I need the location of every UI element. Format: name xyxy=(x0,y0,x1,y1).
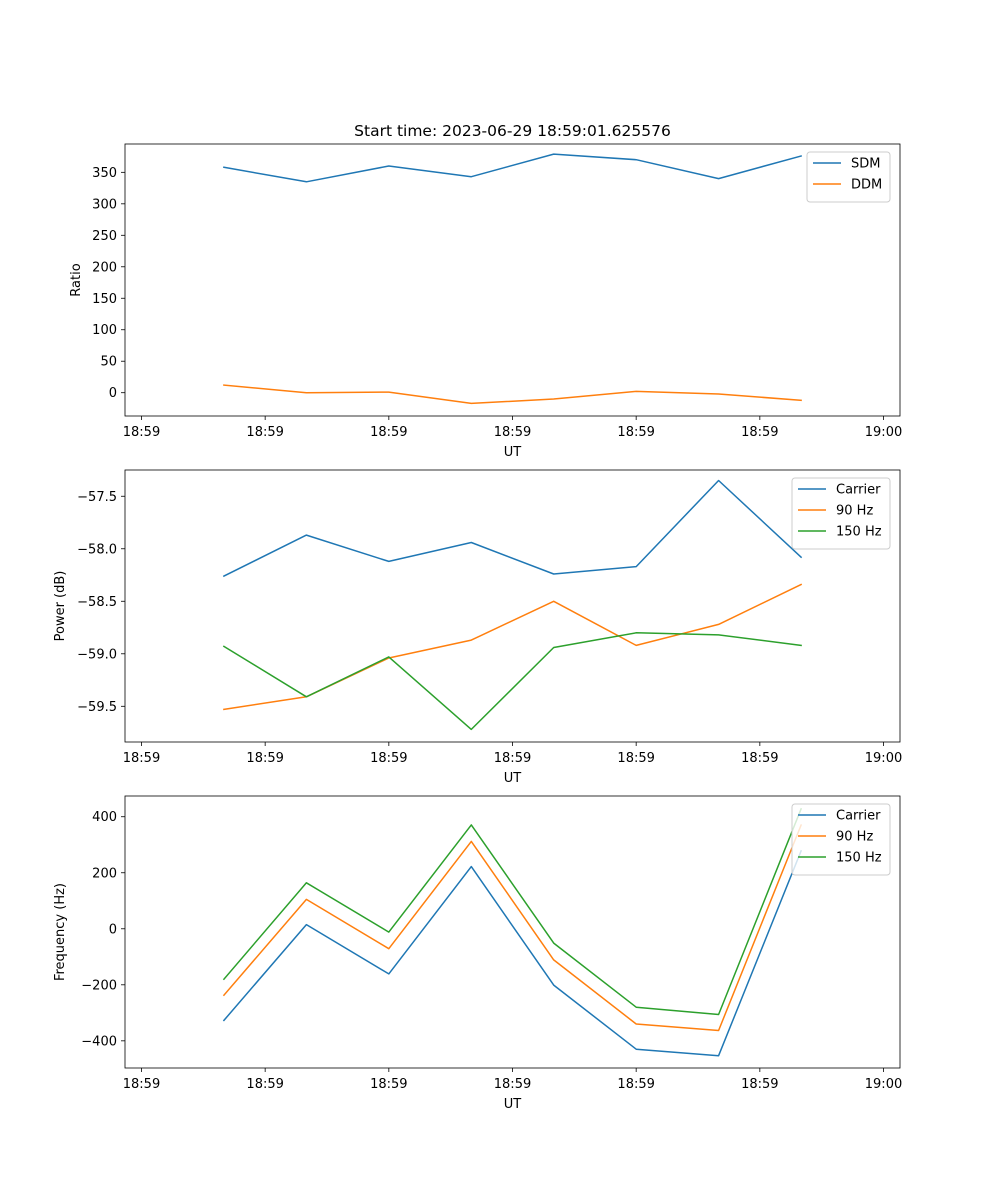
series-line-ddm xyxy=(223,384,802,405)
y-tick-label: 150 xyxy=(92,292,117,307)
legend-label: Carrier xyxy=(836,809,881,824)
x-tick-label: 18:59 xyxy=(494,751,531,766)
y-tick-label: 350 xyxy=(92,166,117,181)
x-tick-label: 18:59 xyxy=(741,1077,778,1092)
axes-frame xyxy=(124,143,901,417)
y-tick-label: −400 xyxy=(81,1034,117,1049)
legend-label: SDM xyxy=(851,157,880,172)
x-tick-label: 18:59 xyxy=(246,425,283,440)
legend-label: 90 Hz xyxy=(836,830,873,845)
series-line-sdm xyxy=(223,153,803,183)
x-tick-label: 18:59 xyxy=(741,751,778,766)
y-tick-label: 200 xyxy=(92,866,117,881)
y-tick-label: 250 xyxy=(92,229,117,244)
y-tick-label: −59.0 xyxy=(77,647,117,662)
series-line-150-hz xyxy=(222,632,802,731)
y-tick-label: 0 xyxy=(109,922,117,937)
x-tick-label: 18:59 xyxy=(123,425,160,440)
x-tick-label: 18:59 xyxy=(617,1077,654,1092)
subplot-2: 18:59 18:59 18:59 18:59 18:59 18:59 19:00 −59.5… xyxy=(53,469,902,786)
y-axis-label: Power (dB) xyxy=(53,571,68,642)
legend-label: 150 Hz xyxy=(836,851,882,866)
x-tick-label: 19:00 xyxy=(865,751,902,766)
subplot-1: 18:59 18:59 18:59 18:59 18:59 18:59 19:00 0 50 10… xyxy=(69,122,902,460)
y-tick-label: −59.5 xyxy=(77,700,117,715)
series-line-carrier xyxy=(222,849,803,1057)
x-tick-label: 18:59 xyxy=(123,751,160,766)
series-line-150-hz xyxy=(222,807,803,1016)
x-tick-label: 19:00 xyxy=(865,1077,902,1092)
series-line-90-hz xyxy=(223,583,803,711)
axes-frame xyxy=(124,469,901,743)
y-tick-label: −57.5 xyxy=(77,490,117,505)
y-axis-label: Frequency (Hz) xyxy=(53,883,68,981)
x-tick-label: 18:59 xyxy=(370,751,407,766)
x-axis-label: UT xyxy=(504,771,522,786)
x-tick-label: 19:00 xyxy=(865,425,902,440)
legend: SDM DDM xyxy=(806,151,891,203)
x-tick-label: 18:59 xyxy=(370,425,407,440)
legend: Carrier 90 Hz 150 Hz xyxy=(791,477,891,550)
chart-title: Start time: 2023-06-29 18:59:01.625576 xyxy=(354,122,671,140)
y-axis-label: Ratio xyxy=(69,263,84,296)
x-tick-label: 18:59 xyxy=(617,425,654,440)
x-tick-label: 18:59 xyxy=(246,1077,283,1092)
y-tick-label: 200 xyxy=(92,260,117,275)
y-tick-label: 100 xyxy=(92,323,117,338)
legend-label: Carrier xyxy=(836,483,881,498)
x-tick-label: 18:59 xyxy=(123,1077,160,1092)
x-axis-label: UT xyxy=(504,1097,522,1112)
y-tick-label: 300 xyxy=(92,197,117,212)
y-tick-label: 400 xyxy=(92,810,117,825)
x-axis-label: UT xyxy=(504,445,522,460)
x-tick-label: 18:59 xyxy=(494,1077,531,1092)
subplot-3: 18:59 18:59 18:59 18:59 18:59 18:59 19:00 −400 −… xyxy=(53,795,902,1112)
series-line-carrier xyxy=(222,479,803,578)
legend: Carrier 90 Hz 150 Hz xyxy=(791,803,891,876)
y-tick-label: −58.0 xyxy=(77,542,117,557)
legend-label: 90 Hz xyxy=(836,504,873,519)
axes-frame xyxy=(124,795,901,1069)
y-tick-label: −200 xyxy=(81,978,117,993)
legend-label: 150 Hz xyxy=(836,525,882,540)
legend-box xyxy=(806,151,891,203)
y-tick-label: 50 xyxy=(100,355,117,370)
legend-label: DDM xyxy=(851,178,882,193)
series-line-90-hz xyxy=(222,824,803,1032)
y-tick-label: 0 xyxy=(109,386,117,401)
x-tick-label: 18:59 xyxy=(246,751,283,766)
x-tick-label: 18:59 xyxy=(741,425,778,440)
y-tick-label: −58.5 xyxy=(77,595,117,610)
x-tick-label: 18:59 xyxy=(494,425,531,440)
x-tick-label: 18:59 xyxy=(617,751,654,766)
x-tick-label: 18:59 xyxy=(370,1077,407,1092)
